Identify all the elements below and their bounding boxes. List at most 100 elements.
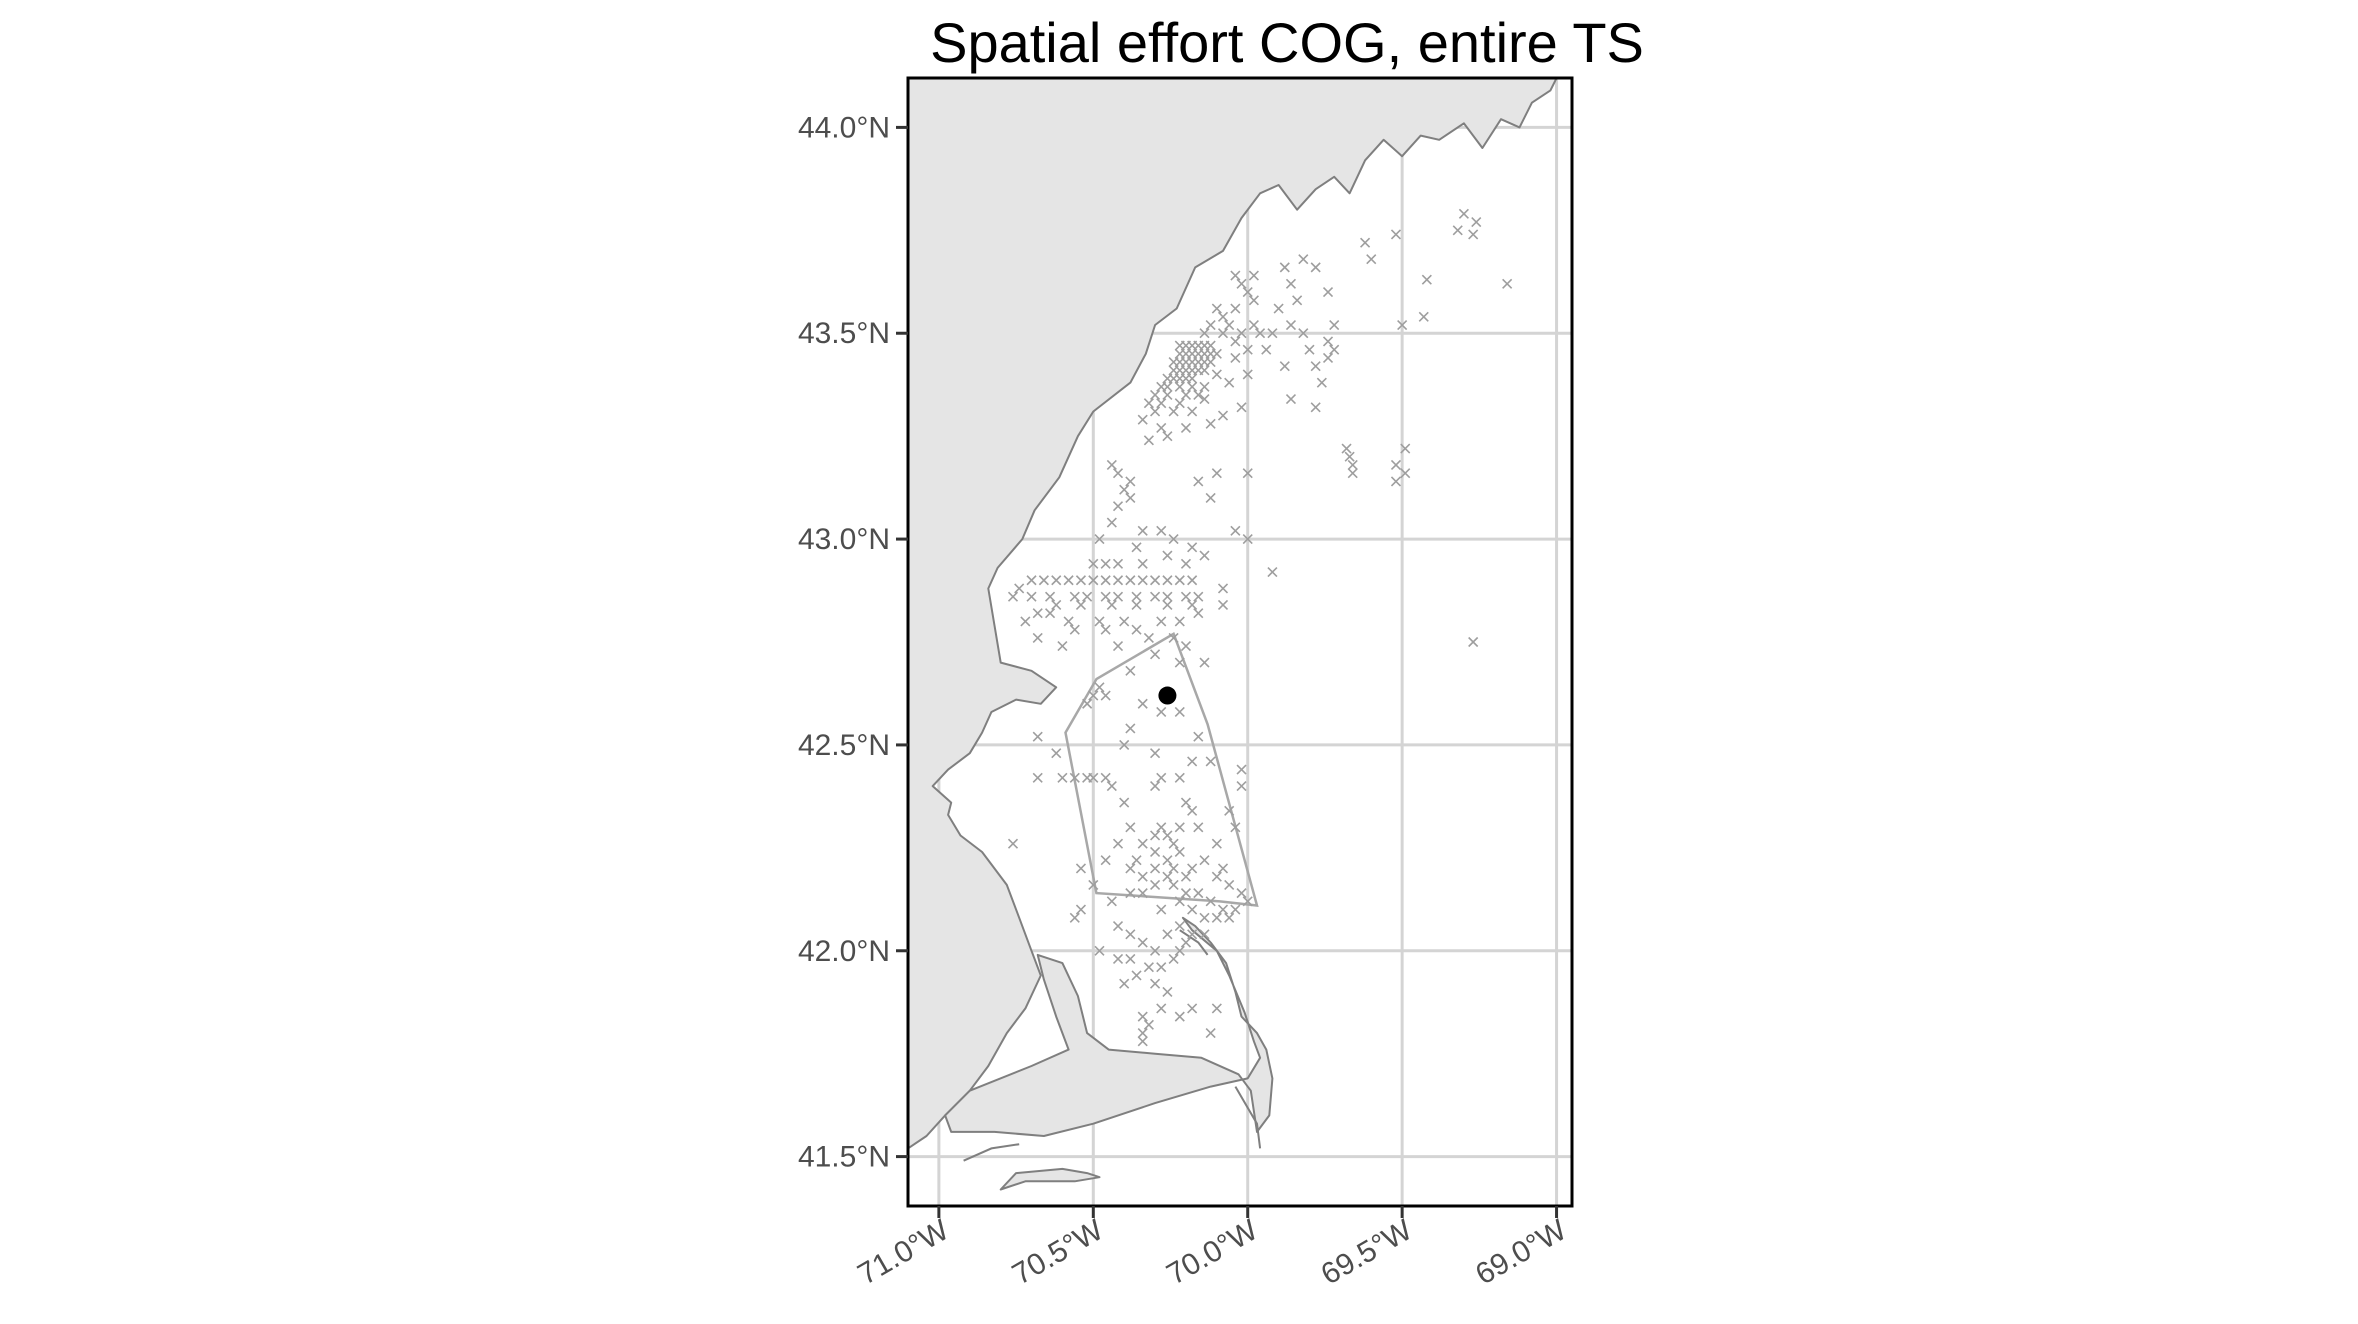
effort-point [1400, 468, 1411, 479]
effort-point [1162, 871, 1173, 882]
effort-point [1137, 698, 1148, 709]
effort-point [1180, 871, 1192, 882]
effort-point [1468, 229, 1479, 240]
effort-point [1106, 517, 1117, 528]
effort-point [1069, 591, 1080, 602]
effort-point [1150, 830, 1161, 841]
effort-point [1248, 295, 1259, 306]
effort-point [1119, 797, 1130, 808]
effort-point [1400, 443, 1411, 454]
effort-point [1322, 287, 1334, 298]
effort-point [1125, 822, 1136, 833]
effort-point [1322, 336, 1334, 347]
effort-point [1174, 846, 1185, 858]
effort-point [1100, 690, 1111, 701]
effort-point [1162, 389, 1173, 401]
y-tick-label: 42.0°N [798, 935, 890, 968]
effort-point [1088, 558, 1099, 569]
effort-point [1069, 624, 1080, 635]
effort-point [1199, 328, 1210, 339]
effort-points-layer [1007, 208, 1513, 1047]
effort-point [1180, 888, 1192, 899]
effort-point [1162, 855, 1173, 866]
effort-point [1112, 468, 1124, 479]
effort-point [1360, 237, 1371, 248]
effort-point [1224, 805, 1235, 816]
effort-point [1106, 781, 1117, 792]
effort-point [1366, 254, 1377, 265]
effort-point [1242, 896, 1253, 907]
effort-point [1162, 599, 1173, 611]
effort-point [1187, 904, 1198, 915]
y-tick-label: 44.0°N [798, 111, 890, 144]
effort-point [1230, 904, 1241, 915]
effort-point [1174, 575, 1185, 586]
effort-point [1310, 361, 1321, 372]
effort-point [1193, 822, 1204, 833]
effort-point [1341, 443, 1352, 454]
effort-point [1310, 402, 1321, 413]
effort-point [1045, 608, 1056, 619]
effort-point [1032, 731, 1043, 742]
effort-point [1131, 624, 1142, 635]
y-tick-label: 41.5°N [798, 1141, 890, 1174]
effort-point [1242, 287, 1253, 298]
effort-point [1119, 484, 1130, 495]
effort-point [1112, 920, 1124, 932]
effort-point [1156, 616, 1167, 627]
effort-point [1143, 1019, 1154, 1030]
effort-point [1187, 929, 1198, 940]
effort-point [1125, 665, 1136, 676]
effort-point [1236, 888, 1247, 899]
effort-point [1236, 402, 1247, 413]
effort-point [1112, 575, 1124, 586]
effort-point [1150, 945, 1161, 956]
effort-point [1125, 863, 1136, 874]
y-axis: 41.5°N 42.0°N 42.5°N 43.0°N 43.5°N 44.0°N [798, 111, 908, 1174]
effort-point [1205, 319, 1216, 331]
effort-point [1131, 970, 1142, 981]
effort-point [1187, 599, 1198, 611]
effort-point [1187, 381, 1198, 392]
effort-point [1082, 591, 1093, 602]
effort-point [1150, 575, 1161, 586]
effort-point [1230, 270, 1241, 281]
effort-point [1150, 649, 1161, 660]
effort-point [1187, 1003, 1198, 1014]
effort-point [1162, 929, 1173, 940]
effort-point [1347, 468, 1358, 479]
effort-point [1007, 838, 1019, 849]
effort-point [1150, 389, 1161, 401]
effort-point [1397, 319, 1408, 331]
effort-point [1285, 394, 1297, 405]
effort-point [1137, 1011, 1148, 1022]
effort-point [1168, 534, 1179, 545]
effort-point [1211, 348, 1222, 359]
effort-point [1193, 591, 1204, 602]
effort-point [1100, 624, 1111, 635]
coast-line-2 [1234, 1086, 1262, 1149]
effort-point [1156, 822, 1167, 833]
effort-point [1199, 929, 1210, 940]
effort-point [1421, 274, 1432, 285]
effort-point [1187, 575, 1198, 586]
effort-point [1180, 558, 1192, 569]
effort-point [1316, 377, 1327, 388]
effort-point [1199, 657, 1210, 668]
effort-point [1150, 781, 1161, 792]
effort-point [1236, 764, 1247, 775]
effort-point [1468, 636, 1479, 648]
effort-point [1180, 937, 1192, 948]
effort-point [1088, 879, 1099, 890]
effort-point [1193, 731, 1204, 742]
effort-point [1285, 319, 1297, 331]
effort-point [1032, 632, 1043, 643]
effort-point [1051, 599, 1062, 611]
effort-point [1174, 1011, 1185, 1022]
effort-point [1211, 468, 1222, 479]
page-title: Spatial effort COG, entire TS [930, 11, 1644, 74]
effort-point [1137, 1028, 1148, 1039]
effort-point [1094, 616, 1105, 627]
effort-point [1205, 356, 1216, 368]
